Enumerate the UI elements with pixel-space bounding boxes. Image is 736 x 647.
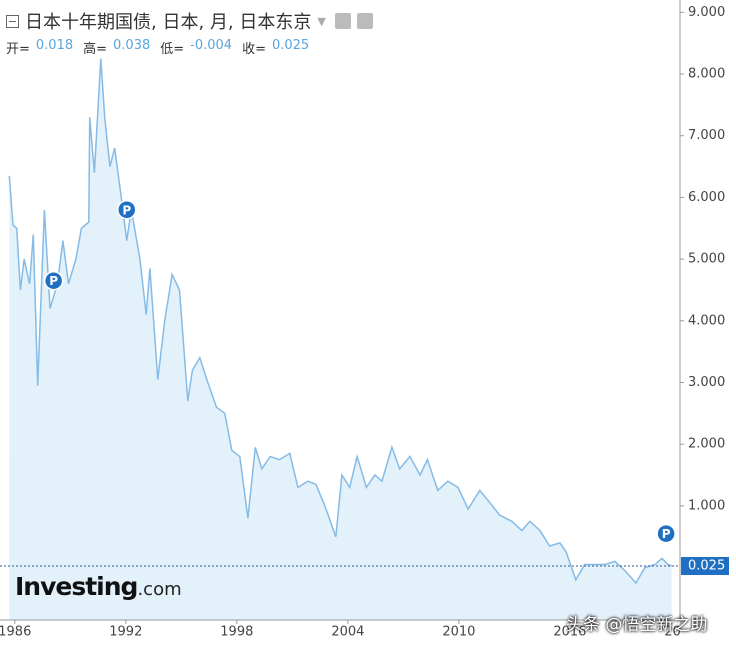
eye-icon[interactable] <box>334 13 351 29</box>
chart-title: 日本十年期国债, 日本, 月, 日本东京 <box>25 12 312 33</box>
ohlc-key: 开= <box>6 42 30 57</box>
y-tick-label: 9.000 <box>688 5 725 20</box>
event-label: P <box>662 527 671 541</box>
logo: Investing.com <box>15 572 182 601</box>
y-tick-label: 3.000 <box>688 375 725 390</box>
ohlc-value: -0.004 <box>190 38 233 53</box>
x-tick-label: 20 <box>664 625 681 640</box>
ohlc-key: 低= <box>160 42 185 57</box>
ohlc-value: 0.018 <box>35 38 74 53</box>
event-label: P <box>122 203 131 217</box>
logo-main: Investing <box>15 572 138 601</box>
y-tick-label: 2.000 <box>688 437 725 452</box>
collapse-icon[interactable] <box>6 14 19 28</box>
event-label: P <box>49 274 58 288</box>
dropdown[interactable]: ▼ <box>317 14 326 28</box>
x-tick-label: 1992 <box>109 625 142 640</box>
y-tick-label: 5.000 <box>688 252 725 267</box>
y-tick-label: 8.000 <box>688 67 725 82</box>
watermark: 头条 @悟空新之助 <box>566 615 708 635</box>
x-tick-label: 2010 <box>442 625 475 640</box>
header: 日本十年期国债, 日本, 月, 日本东京 ▼ <box>6 8 373 34</box>
last-value-box <box>681 557 729 576</box>
y-tick-label: 1.000 <box>688 498 725 513</box>
x-tick-label: 1998 <box>220 625 253 640</box>
y-tick-label: 7.000 <box>688 128 725 143</box>
ohlc-value: 0.025 <box>271 38 310 53</box>
y-tick-label: 4.000 <box>688 313 725 328</box>
event-marker <box>43 270 64 291</box>
ohlc-key: 高= <box>83 42 108 57</box>
y-tick-label: 6.000 <box>688 190 725 205</box>
ohlc: 开= 0.018 高= 0.038 低= -0.004 收= 0.025 <box>6 38 313 57</box>
x-tick-label: 2004 <box>331 625 364 640</box>
ohlc-key: 收= <box>242 42 266 57</box>
area <box>9 58 672 621</box>
event-marker <box>116 200 137 220</box>
last-value-label: 0.025 <box>688 559 725 574</box>
settings-icon[interactable] <box>356 13 373 29</box>
line <box>8 58 672 585</box>
ohlc-value: 0.038 <box>113 38 151 53</box>
event-marker <box>656 523 676 544</box>
x-tick-label: 1986 <box>0 625 31 640</box>
logo-suffix: .com <box>137 579 182 600</box>
x-tick-label: 2016 <box>553 625 586 640</box>
